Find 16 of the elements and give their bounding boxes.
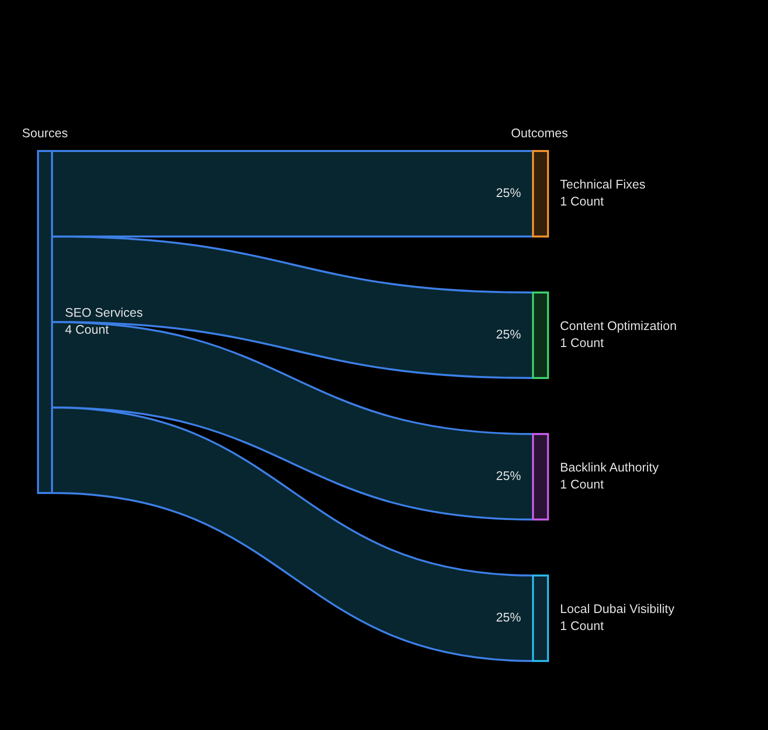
data-label: 1 Count <box>560 621 604 630</box>
data-label: 1 Count <box>560 196 604 206</box>
data-label: 25% <box>496 471 521 480</box>
text: Sources <box>22 128 68 138</box>
data-label: 25% <box>496 330 521 339</box>
text: 4 Count <box>65 325 109 334</box>
category-label: Content Optimization <box>560 320 676 333</box>
data-label: 1 Count <box>560 480 604 489</box>
data-label: 25% <box>496 612 521 622</box>
text: SEO Services <box>66 308 142 317</box>
category-label: Technical Fixes <box>560 179 645 189</box>
category-label: Backlink Authority <box>561 462 659 474</box>
category-label: Local Dubai Visibility <box>561 604 674 616</box>
text: Outcomes <box>512 128 568 138</box>
data-label: 1 Count <box>560 338 604 348</box>
data-label: 25% <box>496 188 521 198</box>
